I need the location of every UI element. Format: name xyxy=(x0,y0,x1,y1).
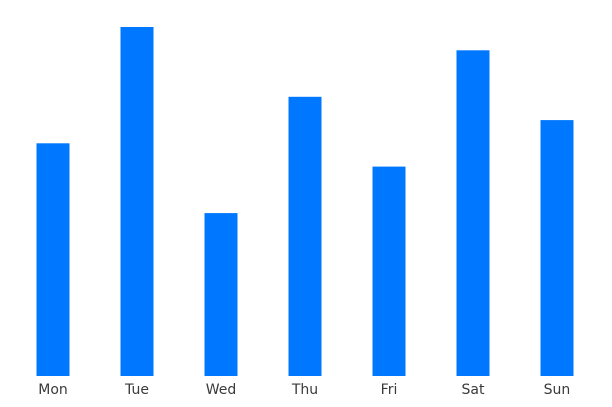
x-tick-label-sat: Sat xyxy=(462,382,485,398)
x-tick-label-fri: Fri xyxy=(381,382,398,398)
bar-wed xyxy=(204,213,238,376)
bar-sun xyxy=(540,120,574,376)
bar-fri xyxy=(372,166,406,376)
x-tick-labels: Mon Tue Wed Thu Fri Sat Sun xyxy=(38,382,570,398)
x-tick-label-thu: Thu xyxy=(291,382,318,398)
x-tick-label-sun: Sun xyxy=(544,382,571,398)
x-tick-label-tue: Tue xyxy=(124,382,149,398)
x-tick-label-wed: Wed xyxy=(206,382,237,398)
bar-tue xyxy=(120,27,154,376)
bar-mon xyxy=(36,143,70,376)
x-tick-label-mon: Mon xyxy=(38,382,68,398)
bar-sat xyxy=(456,50,490,377)
bars-group xyxy=(36,27,574,377)
bar-thu xyxy=(288,96,322,377)
